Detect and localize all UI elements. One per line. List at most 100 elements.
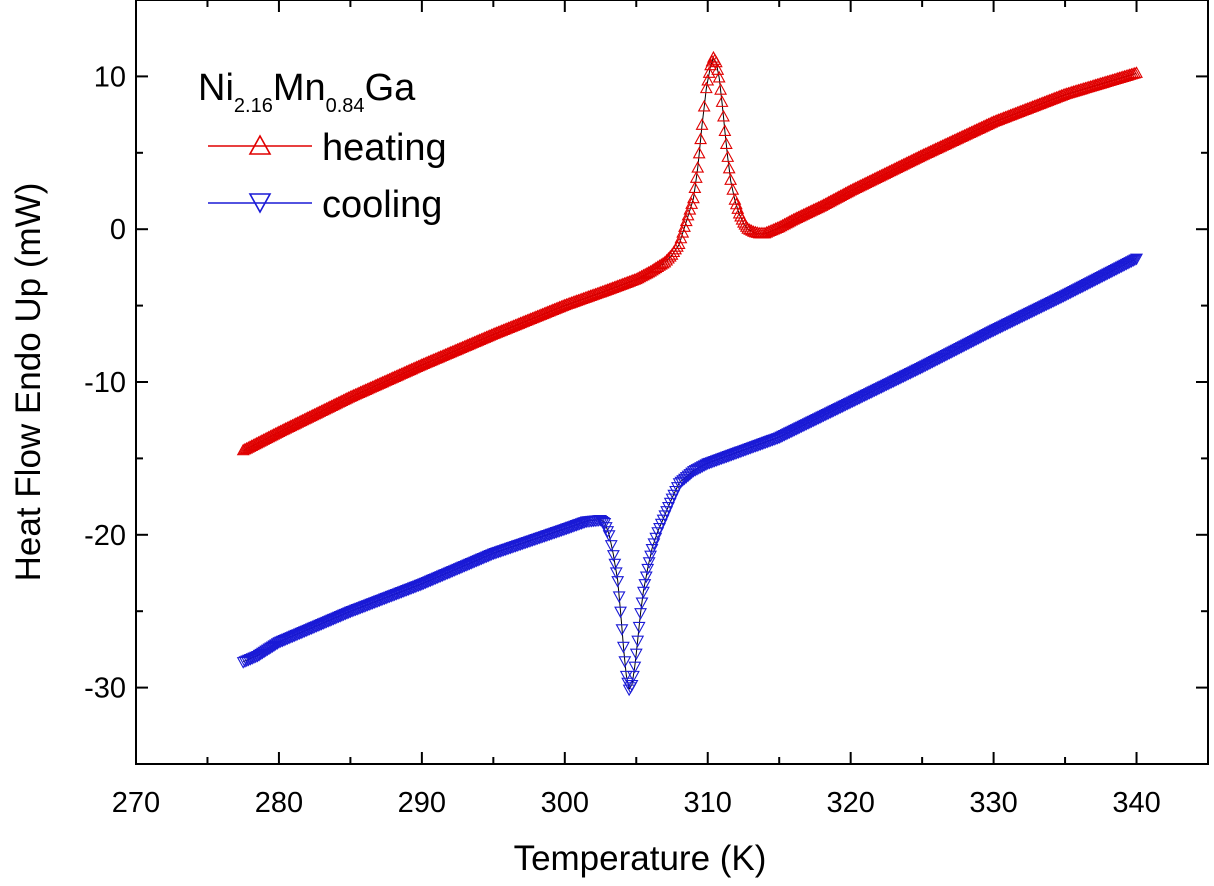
data-point <box>1092 272 1106 285</box>
data-point <box>354 602 368 615</box>
data-point <box>660 253 674 266</box>
data-point <box>1034 302 1048 314</box>
data-point <box>252 649 266 662</box>
data-point <box>697 460 711 473</box>
data-point <box>1109 264 1123 276</box>
data-point <box>1128 254 1142 267</box>
legend-title-mn: Mn <box>273 67 326 109</box>
data-point <box>1077 280 1091 293</box>
data-point <box>849 394 863 407</box>
data-point <box>303 624 316 636</box>
data-point <box>1096 271 1109 283</box>
data-point <box>864 387 878 399</box>
data-point <box>692 463 706 475</box>
data-point <box>1041 298 1055 311</box>
data-point <box>1101 268 1115 281</box>
data-point <box>1124 256 1138 268</box>
data-point <box>699 459 713 472</box>
data-point <box>243 654 257 666</box>
series-markers-cooling <box>236 253 1143 697</box>
data-point <box>362 599 376 612</box>
data-point <box>694 132 708 145</box>
data-point <box>309 621 323 633</box>
data-point <box>1060 289 1074 302</box>
data-point <box>813 412 827 425</box>
x-tick-label: 330 <box>969 787 1017 819</box>
data-point <box>378 593 391 606</box>
data-point <box>301 624 315 637</box>
data-point <box>1094 272 1108 284</box>
data-point <box>715 95 729 107</box>
data-point <box>485 549 499 562</box>
data-point <box>1045 297 1058 309</box>
data-point <box>1097 270 1111 282</box>
data-point <box>333 611 347 623</box>
data-point <box>1004 317 1018 329</box>
data-point <box>1017 310 1031 323</box>
data-point <box>328 613 342 625</box>
data-point <box>594 514 607 527</box>
data-point <box>626 670 640 683</box>
data-point <box>683 202 697 215</box>
data-point <box>672 237 686 250</box>
data-point <box>400 585 413 597</box>
data-point <box>688 465 702 477</box>
data-point <box>995 321 1009 334</box>
data-point <box>631 635 645 648</box>
data-point <box>961 338 975 351</box>
data-point <box>381 592 395 604</box>
data-point <box>264 642 278 655</box>
data-point <box>286 631 299 644</box>
data-point <box>985 326 999 339</box>
legend-title-mn-sub: 0.84 <box>326 95 365 117</box>
data-point <box>862 388 876 400</box>
data-point <box>705 54 719 67</box>
data-point <box>910 364 924 377</box>
data-point <box>685 197 699 209</box>
data-point <box>771 433 784 445</box>
data-point <box>1062 288 1075 301</box>
data-point <box>1026 306 1040 318</box>
data-point <box>953 342 966 355</box>
data-point <box>1005 316 1019 328</box>
data-point <box>625 679 639 692</box>
data-point <box>413 579 427 592</box>
data-point <box>714 83 728 95</box>
data-point <box>347 605 361 618</box>
data-point <box>999 319 1012 332</box>
data-point <box>432 571 446 584</box>
data-point <box>240 655 254 668</box>
data-point <box>1002 317 1016 330</box>
data-point <box>634 608 647 620</box>
data-point <box>674 231 688 244</box>
data-point <box>718 124 732 136</box>
data-point <box>905 367 919 379</box>
data-point <box>859 389 873 402</box>
data-point <box>1130 253 1143 266</box>
data-point <box>949 344 963 357</box>
data-point <box>449 564 463 577</box>
data-point <box>1050 294 1063 307</box>
data-point <box>611 576 625 588</box>
data-point <box>678 220 691 232</box>
data-point <box>326 613 340 626</box>
data-point <box>425 574 439 587</box>
data-point <box>975 331 989 344</box>
data-point <box>466 557 480 570</box>
data-point <box>937 350 951 363</box>
data-point <box>801 418 815 430</box>
y-tick-label: 10 <box>94 61 126 93</box>
data-point <box>965 336 978 349</box>
data-point <box>873 383 887 395</box>
data-point <box>828 404 842 417</box>
data-point <box>881 378 895 391</box>
data-point <box>254 648 268 661</box>
data-point <box>1070 284 1084 296</box>
data-point <box>612 591 626 604</box>
data-point <box>476 552 490 565</box>
data-point <box>978 329 992 342</box>
data-point <box>1067 285 1081 298</box>
data-point <box>1102 267 1116 280</box>
legend-title-ga: Ga <box>365 67 417 109</box>
